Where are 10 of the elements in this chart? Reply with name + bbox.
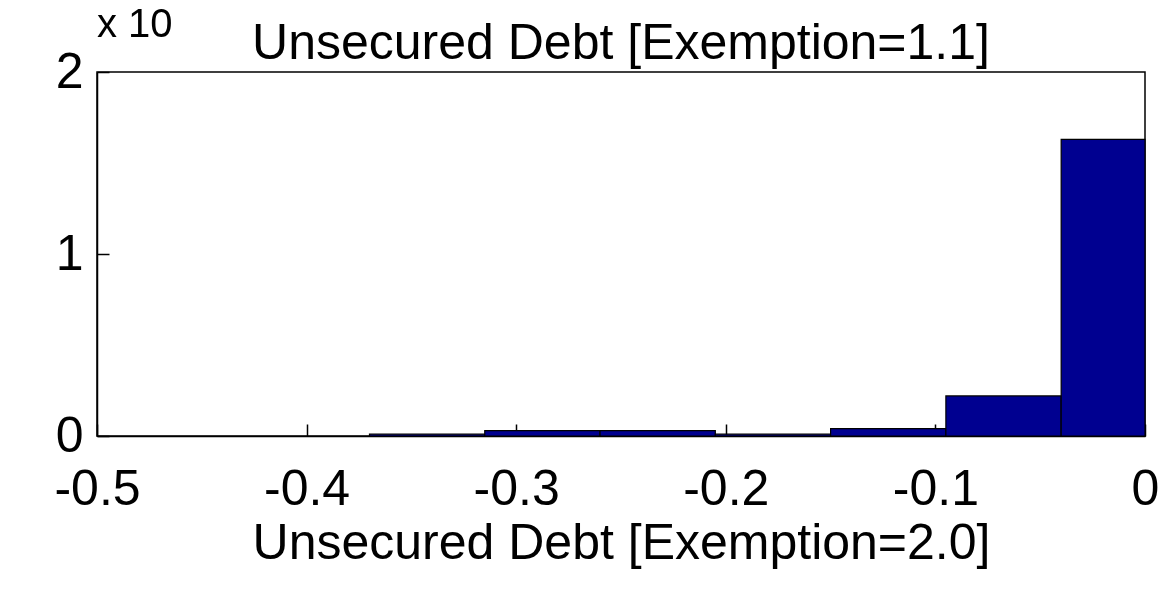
x-tick-label: -0.2 — [683, 459, 770, 516]
x-tick-label: 0 — [1131, 459, 1160, 516]
y-tick-label: 2 — [55, 42, 84, 99]
x-tick-label: -0.3 — [473, 459, 560, 516]
x-axis-title: Unsecured Debt [Exemption=2.0] — [252, 513, 991, 570]
text: x 10 — [97, 0, 173, 46]
x-tick-label: -0.4 — [264, 459, 351, 516]
chart-title: Unsecured Debt [Exemption=1.1] — [252, 14, 990, 70]
y-tick-label: 1 — [55, 224, 84, 281]
x-tick-label: -0.1 — [892, 459, 979, 516]
